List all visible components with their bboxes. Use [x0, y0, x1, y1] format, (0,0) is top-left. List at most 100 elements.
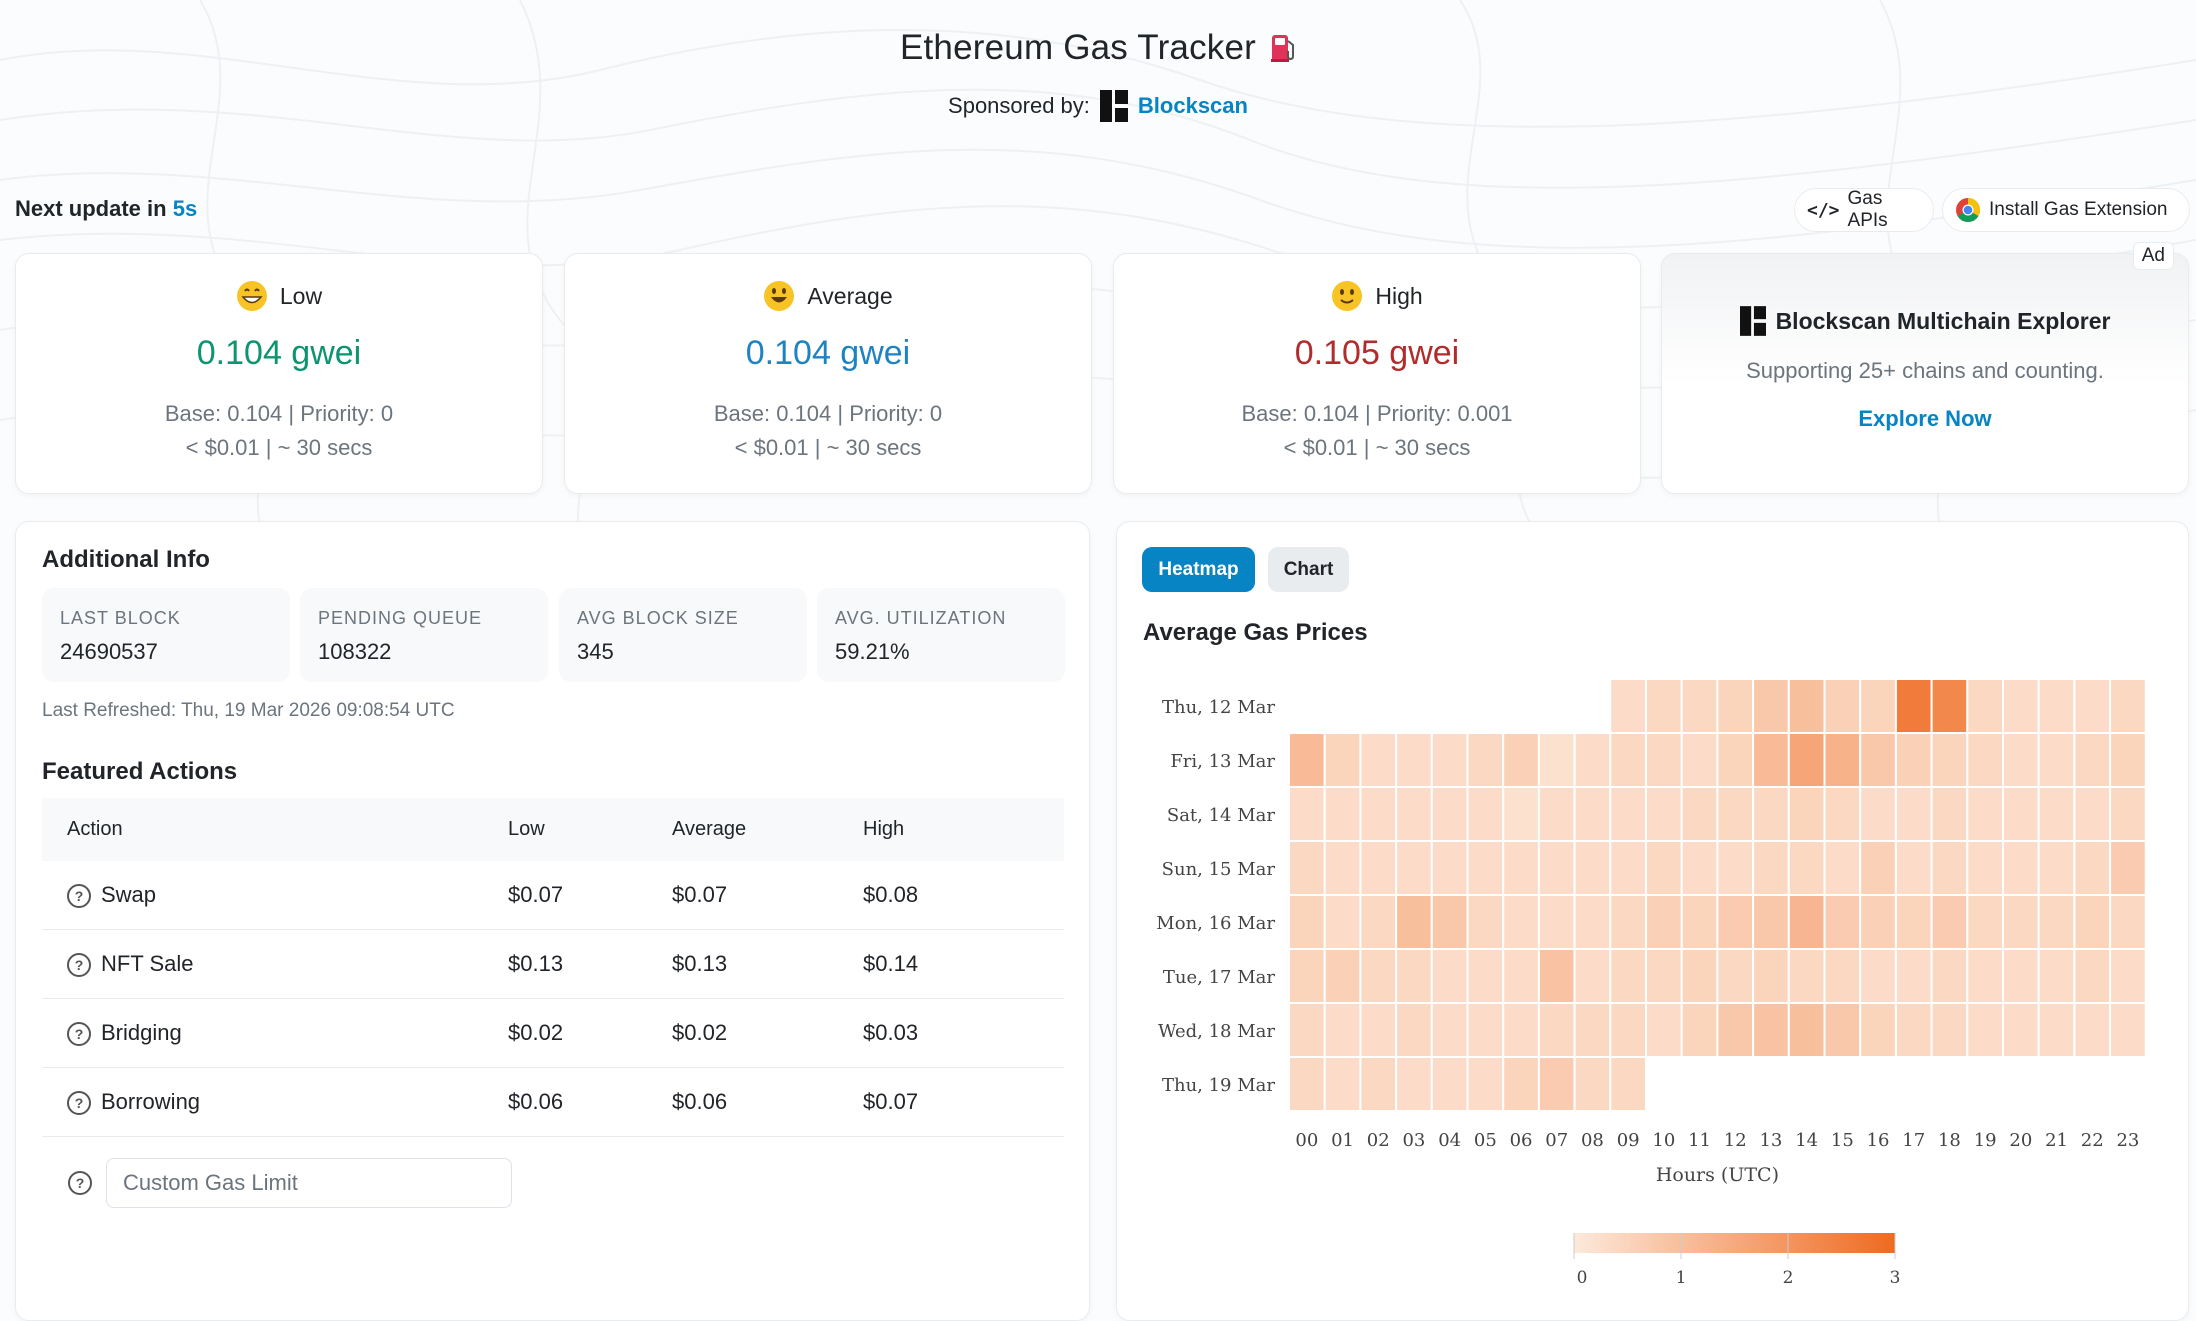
- heatmap-cell[interactable]: [1859, 894, 1897, 950]
- heatmap-cell[interactable]: [1502, 894, 1540, 950]
- heatmap-cell[interactable]: [1359, 732, 1398, 788]
- heatmap-cell[interactable]: [1288, 786, 1326, 842]
- heatmap-cell[interactable]: [1930, 894, 1969, 950]
- heatmap-cell[interactable]: [1752, 840, 1790, 896]
- heatmap-cell[interactable]: [1537, 948, 1576, 1004]
- heatmap-cell[interactable]: [1930, 678, 1969, 734]
- heatmap-cell[interactable]: [1966, 948, 2004, 1004]
- heatmap-cell[interactable]: [1323, 1002, 1362, 1058]
- heatmap-cell[interactable]: [1395, 1056, 1433, 1112]
- heatmap-cell[interactable]: [2109, 840, 2147, 896]
- heatmap-cell[interactable]: [1752, 678, 1790, 734]
- heatmap-cell[interactable]: [1502, 1002, 1540, 1058]
- heatmap-cell[interactable]: [1859, 786, 1897, 842]
- heatmap-cell[interactable]: [1288, 1002, 1326, 1058]
- heatmap-cell[interactable]: [1395, 786, 1433, 842]
- heatmap-cell[interactable]: [1787, 786, 1826, 842]
- heatmap-cell[interactable]: [1823, 948, 1862, 1004]
- heatmap-cell[interactable]: [1645, 894, 1683, 950]
- heatmap-cell[interactable]: [1716, 894, 1755, 950]
- heatmap-cell[interactable]: [2109, 732, 2147, 788]
- heatmap-cell[interactable]: [1609, 1056, 1647, 1112]
- heatmap-cell[interactable]: [1395, 894, 1433, 950]
- question-circle-icon[interactable]: ?: [67, 953, 91, 978]
- heatmap-cell[interactable]: [1609, 732, 1647, 788]
- heatmap-cell[interactable]: [2073, 948, 2112, 1004]
- heatmap-cell[interactable]: [1573, 948, 1612, 1004]
- heatmap-cell[interactable]: [1323, 732, 1362, 788]
- heatmap-cell[interactable]: [2002, 894, 2040, 950]
- heatmap-cell[interactable]: [1894, 894, 1933, 950]
- heatmap-cell[interactable]: [1645, 678, 1683, 734]
- heatmap-cell[interactable]: [1716, 948, 1755, 1004]
- heatmap-cell[interactable]: [1894, 732, 1933, 788]
- heatmap-cell[interactable]: [1645, 1002, 1683, 1058]
- heatmap-cell[interactable]: [1645, 948, 1683, 1004]
- heatmap-cell[interactable]: [1680, 894, 1719, 950]
- heatmap-cell[interactable]: [2073, 894, 2112, 950]
- heatmap-cell[interactable]: [1573, 1002, 1612, 1058]
- heatmap-cell[interactable]: [2109, 948, 2147, 1004]
- heatmap-cell[interactable]: [1859, 948, 1897, 1004]
- heatmap-cell[interactable]: [1466, 786, 1505, 842]
- question-circle-icon[interactable]: ?: [67, 884, 91, 909]
- heatmap-cell[interactable]: [1359, 840, 1398, 896]
- heatmap-cell[interactable]: [1466, 1002, 1505, 1058]
- heatmap-cell[interactable]: [1359, 786, 1398, 842]
- heatmap-cell[interactable]: [1502, 786, 1540, 842]
- heatmap-cell[interactable]: [2109, 894, 2147, 950]
- heatmap-cell[interactable]: [1787, 732, 1826, 788]
- heatmap-cell[interactable]: [2002, 948, 2040, 1004]
- heatmap-cell[interactable]: [1787, 894, 1826, 950]
- heatmap-cell[interactable]: [1323, 948, 1362, 1004]
- heatmap-cell[interactable]: [1430, 1002, 1469, 1058]
- heatmap-cell[interactable]: [1430, 840, 1469, 896]
- heatmap-cell[interactable]: [2002, 786, 2040, 842]
- heatmap-cell[interactable]: [1573, 786, 1612, 842]
- heatmap-cell[interactable]: [1787, 1002, 1826, 1058]
- tab-chart[interactable]: Chart: [1268, 547, 1349, 592]
- heatmap-cell[interactable]: [1502, 948, 1540, 1004]
- heatmap-cell[interactable]: [1359, 1002, 1398, 1058]
- heatmap-cell[interactable]: [2002, 678, 2040, 734]
- heatmap-cell[interactable]: [1930, 840, 1969, 896]
- heatmap-cell[interactable]: [1930, 786, 1969, 842]
- heatmap-cell[interactable]: [1466, 894, 1505, 950]
- heatmap-cell[interactable]: [2002, 840, 2040, 896]
- heatmap-cell[interactable]: [2073, 678, 2112, 734]
- heatmap-cell[interactable]: [1894, 786, 1933, 842]
- heatmap-cell[interactable]: [1466, 840, 1505, 896]
- heatmap-cell[interactable]: [1894, 678, 1933, 734]
- heatmap-cell[interactable]: [1573, 1056, 1612, 1112]
- heatmap-cell[interactable]: [1359, 894, 1398, 950]
- heatmap-cell[interactable]: [1466, 732, 1505, 788]
- heatmap-cell[interactable]: [1288, 840, 1326, 896]
- heatmap-cell[interactable]: [1966, 786, 2004, 842]
- question-circle-icon[interactable]: ?: [67, 1091, 91, 1116]
- heatmap-cell[interactable]: [1537, 840, 1576, 896]
- heatmap-cell[interactable]: [1537, 1056, 1576, 1112]
- heatmap-cell[interactable]: [1502, 1056, 1540, 1112]
- heatmap-cell[interactable]: [1395, 948, 1433, 1004]
- heatmap-cell[interactable]: [1609, 786, 1647, 842]
- heatmap-cell[interactable]: [1823, 894, 1862, 950]
- heatmap-cell[interactable]: [1395, 840, 1433, 896]
- heatmap-cell[interactable]: [1466, 1056, 1505, 1112]
- heatmap-cell[interactable]: [1609, 840, 1647, 896]
- explore-now-link[interactable]: Explore Now: [1858, 406, 1992, 431]
- heatmap-cell[interactable]: [1966, 840, 2004, 896]
- heatmap-cell[interactable]: [1430, 1056, 1469, 1112]
- heatmap-cell[interactable]: [2037, 678, 2076, 734]
- heatmap-cell[interactable]: [1894, 1002, 1933, 1058]
- heatmap-cell[interactable]: [1609, 678, 1647, 734]
- heatmap-cell[interactable]: [1823, 732, 1862, 788]
- heatmap-cell[interactable]: [1930, 732, 1969, 788]
- heatmap-cell[interactable]: [1680, 840, 1719, 896]
- heatmap-cell[interactable]: [2002, 1002, 2040, 1058]
- heatmap-cell[interactable]: [1609, 894, 1647, 950]
- heatmap-cell[interactable]: [1680, 948, 1719, 1004]
- heatmap-cell[interactable]: [1966, 732, 2004, 788]
- heatmap-cell[interactable]: [1359, 948, 1398, 1004]
- heatmap-cell[interactable]: [1680, 678, 1719, 734]
- heatmap-cell[interactable]: [1894, 948, 1933, 1004]
